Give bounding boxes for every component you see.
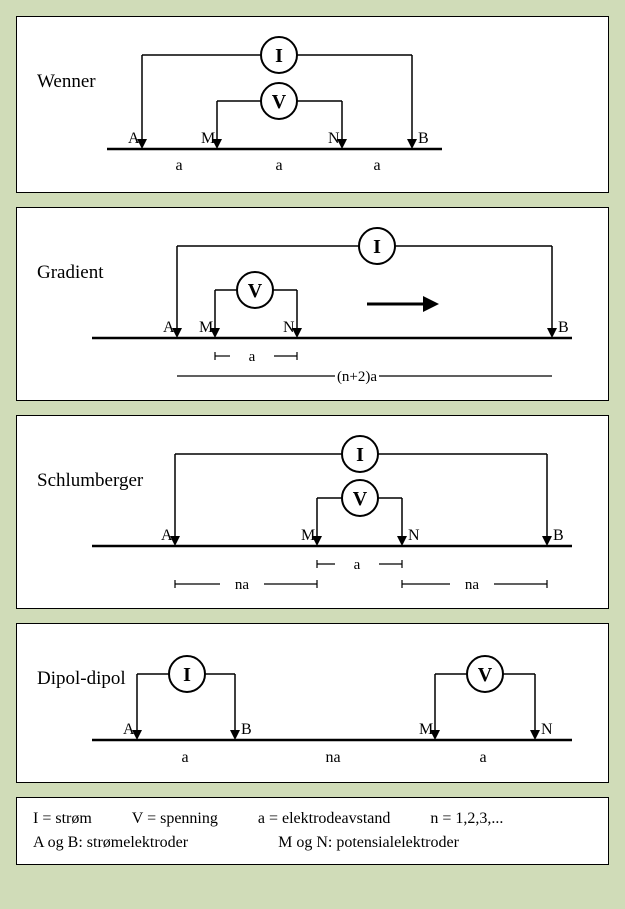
- dimension-label: na: [465, 577, 480, 593]
- spacing-label: na: [325, 749, 340, 766]
- legend-item: M og N: potensialelektroder: [278, 834, 459, 852]
- panel-title: Wenner: [37, 71, 96, 92]
- spacing-label: a: [181, 749, 188, 766]
- electrode-label: N: [328, 130, 340, 147]
- meter-label: V: [272, 91, 287, 113]
- panel-dipoldipol: Dipol-dipol I V A B M Na na a: [16, 623, 609, 783]
- panel-gradient: Gradient I V A M N Ba (n+2)a: [16, 207, 609, 401]
- panel-title: Gradient: [37, 262, 104, 283]
- panel-wenner: Wenner I V A M N Ba a a: [16, 16, 609, 193]
- meter-label: V: [353, 488, 368, 510]
- panel-title: Schlumberger: [37, 470, 144, 491]
- legend-item: n = 1,2,3,...: [430, 810, 503, 828]
- electrode-label: N: [408, 527, 420, 544]
- meter-label: I: [183, 664, 191, 686]
- electrode-label: M: [201, 130, 215, 147]
- dimension-label: a: [249, 349, 256, 365]
- spacing-label: a: [175, 157, 182, 174]
- meter-label: I: [356, 444, 364, 466]
- spacing-label: a: [373, 157, 380, 174]
- dimension-label: a: [354, 557, 361, 573]
- legend-item: A og B: strømelektroder: [33, 834, 188, 852]
- panel-schlumberger: Schlumberger IV A M N Ba na na: [16, 415, 609, 609]
- electrode-label: B: [553, 527, 564, 544]
- electrode-label: B: [418, 130, 429, 147]
- electrode-label: M: [301, 527, 315, 544]
- legend-item: V = spenning: [132, 810, 218, 828]
- electrode-label: A: [161, 527, 173, 544]
- dimension-label: na: [235, 577, 250, 593]
- meter-label: I: [275, 45, 283, 67]
- legend-item: a = elektrodeavstand: [258, 810, 391, 828]
- spacing-label: a: [479, 749, 486, 766]
- electrode-label: A: [163, 319, 175, 336]
- electrode-label: M: [419, 721, 433, 738]
- electrode-label: N: [283, 319, 295, 336]
- panel-title: Dipol-dipol: [37, 668, 126, 689]
- electrode-label: B: [241, 721, 252, 738]
- meter-label: I: [373, 236, 381, 258]
- meter-label: V: [478, 664, 493, 686]
- legend-box: I = strøm V = spenning a = elektrodeavstan…: [16, 797, 609, 865]
- meter-label: V: [248, 280, 263, 302]
- legend-item: I = strøm: [33, 810, 92, 828]
- dimension-label: (n+2)a: [337, 369, 377, 385]
- electrode-label: A: [123, 721, 135, 738]
- spacing-label: a: [275, 157, 282, 174]
- electrode-label: B: [558, 319, 569, 336]
- electrode-label: A: [128, 130, 140, 147]
- electrode-label: N: [541, 721, 553, 738]
- electrode-label: M: [199, 319, 213, 336]
